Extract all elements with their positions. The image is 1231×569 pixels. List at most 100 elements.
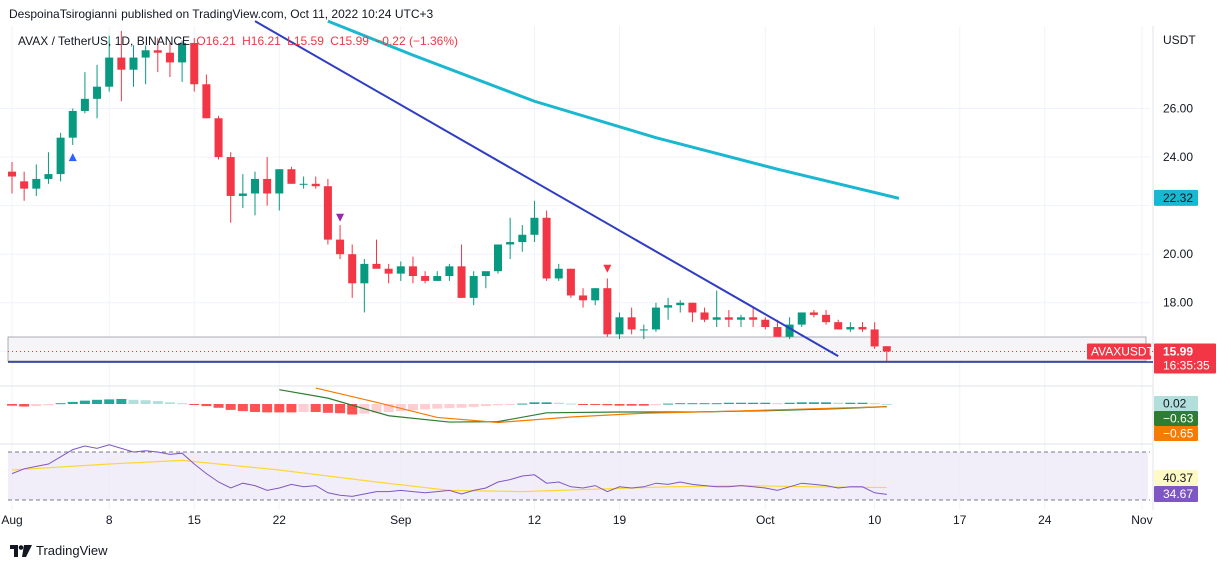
candle [165,42,174,77]
macd-histogram-bar [116,398,127,404]
candle-body [822,314,831,323]
macd-histogram-bar [602,404,613,406]
ma-price-badge-label: 22.32 [1163,191,1193,205]
macd-histogram-bar [687,403,698,405]
last-price-countdown: 16:35:35 [1163,359,1210,373]
macd-value-badge-bg [1154,426,1198,441]
candle [651,302,660,332]
candle-body [323,186,332,240]
candle [494,244,502,274]
macd-histogram-bar [322,404,333,413]
author-name[interactable]: DespoinaTsirogianni [9,7,118,21]
symbol-tag-bg [1087,343,1151,360]
support-zone[interactable] [7,336,1153,363]
macd-histogram-bar [177,403,188,405]
ma-price-badge: 22.32 [1154,189,1198,206]
candle [44,152,53,184]
candle-body [226,157,235,196]
candle [178,40,187,82]
candle [117,30,126,102]
candle-body [749,317,758,320]
candle [700,307,709,323]
axis-tick-label: 24.00 [1163,150,1193,164]
candle-body [421,276,430,281]
price-axis[interactable]: USDT26.0024.0020.0018.0022.3213.77AVAXUS… [1087,33,1216,502]
candle-body [700,312,709,320]
candle [433,271,442,281]
candle-body [372,263,381,269]
candle-body [494,244,502,272]
candle [129,45,138,87]
macd-histogram-bar [19,404,30,407]
symbol-tag-label: AVAXUSDT [1091,345,1155,359]
candle [360,259,369,313]
candle [202,74,211,119]
macd-histogram-bar [31,404,42,407]
candle [469,271,478,306]
macd-histogram-bar [699,403,710,405]
candle-body [761,319,770,328]
macd-histogram-bar [262,404,273,413]
macd-histogram-bar [480,404,491,407]
candle-body [251,178,259,194]
candle-body [554,268,563,279]
candle [226,152,235,223]
candle [809,310,818,318]
macd-pane[interactable] [7,387,892,424]
macd-histogram-bar [310,404,321,412]
candle-body [457,266,466,298]
candle-body [360,263,369,284]
candle-body [299,183,308,185]
rsi-pane[interactable] [8,444,1150,501]
macd-histogram-bar [626,404,637,406]
rsi-value-badge-bg [1154,470,1198,486]
candle-body [445,266,454,277]
time-tick-label: 15 [188,513,202,527]
candle-body [530,217,539,235]
macd-histogram-bar [383,404,394,412]
candle [457,244,466,298]
candle-body [396,266,405,274]
candle-body [737,317,745,320]
macd-histogram-bar [796,402,807,404]
candle-body [275,169,284,194]
time-axis[interactable]: Aug 8 15 22 Sep 12 19 Oct 10 17 24 Nov [1,513,1152,527]
sell-signal-marker [336,213,345,222]
candle [554,263,563,281]
macd-histogram-bar [250,404,260,412]
candle-body [117,57,126,70]
macd-histogram-bar [845,402,856,404]
candle [603,278,612,337]
macd-histogram-bar [881,403,892,405]
candle [846,322,855,332]
candle [664,297,673,320]
time-tick-label: Oct [756,513,775,527]
candle [518,225,527,252]
rsi-value-badge: 40.37 [1154,470,1198,486]
tradingview-logo[interactable]: TradingView [10,543,108,558]
candle-body [408,266,417,277]
rsi-line [11,444,887,497]
candle [93,64,102,119]
candle [870,322,879,349]
candle [737,314,745,328]
candle [639,324,648,340]
legend-change: −0.22 (−1.36%) [375,34,458,48]
axis-tick-label: 20.00 [1163,247,1193,261]
candle-body [433,276,442,281]
macd-histogram-bar [565,403,576,405]
last-price-bg [1154,343,1216,374]
symbol-title[interactable]: AVAX / TetherUS, 1D, BINANCE [18,34,191,48]
candle-body [105,57,114,87]
candle-body [676,302,685,306]
candle-body [165,52,174,63]
candle-body [506,242,515,245]
candle [591,288,600,306]
macd-histogram-bar [420,404,431,410]
macd-histogram-bar [92,399,103,404]
macd-histogram-bar [468,404,479,407]
candle-body [542,217,551,279]
time-tick-label: 8 [106,513,113,527]
macd-value-badge-bg [1154,396,1198,411]
